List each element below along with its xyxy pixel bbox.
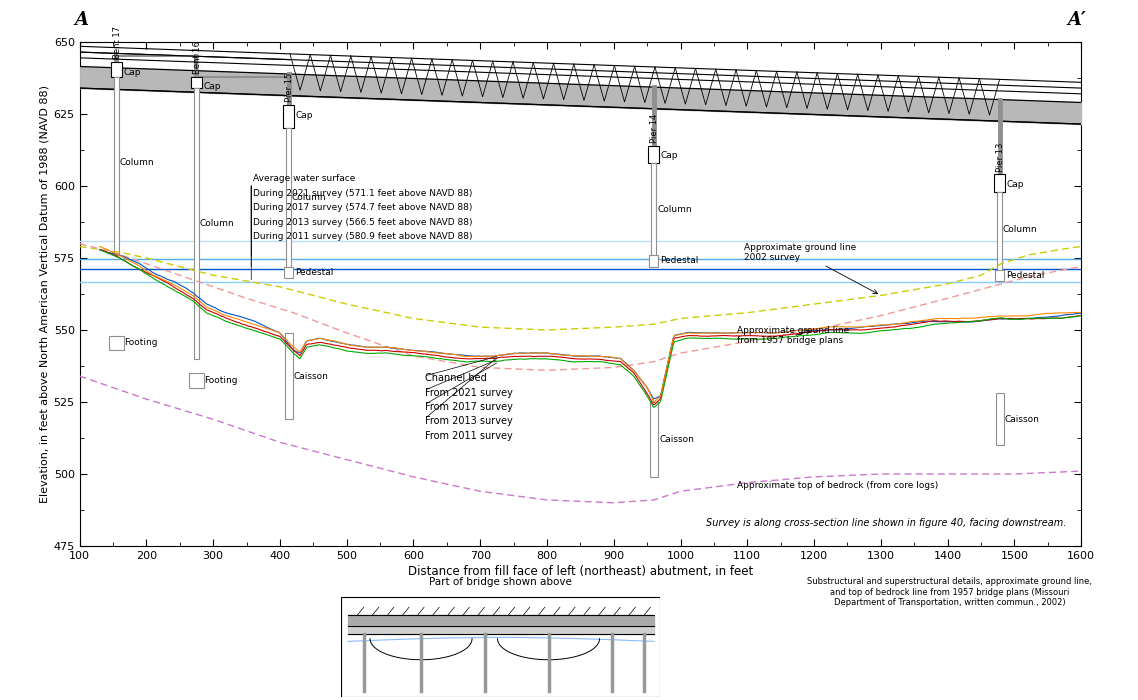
Bar: [995, 270, 1005, 281]
Text: Substructural and superstructural details, approximate ground line,
and top of b: Substructural and superstructural detail…: [808, 578, 1092, 608]
Text: A′: A′: [1067, 11, 1086, 29]
Text: Approximate ground line
2002 survey: Approximate ground line 2002 survey: [744, 242, 877, 294]
Text: Column: Column: [292, 193, 327, 202]
Text: Pedestal: Pedestal: [295, 268, 333, 277]
Text: Part of bridge shown above: Part of bridge shown above: [429, 577, 572, 587]
Text: Column: Column: [119, 158, 155, 167]
X-axis label: Distance from fill face of left (northeast) abutment, in feet: Distance from fill face of left (northea…: [407, 565, 753, 578]
Text: A: A: [75, 11, 89, 29]
Text: Footing: Footing: [124, 339, 158, 347]
Text: Cap: Cap: [660, 151, 678, 160]
Text: Cap: Cap: [204, 83, 221, 91]
Bar: [109, 336, 124, 350]
Bar: [189, 373, 204, 388]
Text: Footing: Footing: [205, 376, 238, 385]
Bar: [195, 88, 199, 359]
Bar: [284, 333, 292, 419]
Bar: [287, 128, 291, 267]
Bar: [651, 163, 657, 255]
Text: Column: Column: [657, 204, 692, 214]
Text: During 2013 survey (566.5 feet above NAVD 88): During 2013 survey (566.5 feet above NAV…: [254, 218, 472, 227]
Text: From 2011 survey: From 2011 survey: [426, 430, 513, 441]
Bar: [649, 255, 659, 267]
Bar: [284, 267, 294, 278]
Text: Survey is along cross-section line shown in figure 40, facing downstream.: Survey is along cross-section line shown…: [706, 518, 1066, 528]
Bar: [995, 174, 1005, 192]
Text: Pier 15: Pier 15: [284, 74, 294, 102]
Text: Pier 14: Pier 14: [650, 113, 659, 143]
Text: Column: Column: [200, 219, 234, 228]
Bar: [649, 146, 659, 163]
Text: Pier 13: Pier 13: [996, 142, 1005, 172]
Bar: [650, 402, 658, 477]
Text: During 2021 survey (571.1 feet above NAVD 88): During 2021 survey (571.1 feet above NAV…: [254, 189, 472, 198]
Text: From 2013 survey: From 2013 survey: [426, 416, 513, 426]
Text: Bent 16: Bent 16: [192, 41, 201, 74]
Text: Channel bed: Channel bed: [426, 373, 487, 383]
Text: Approximate ground line
from 1957 bridge plans: Approximate ground line from 1957 bridge…: [737, 326, 850, 346]
Text: Column: Column: [1003, 225, 1038, 234]
Bar: [283, 106, 294, 128]
Bar: [997, 192, 1001, 270]
Text: During 2017 survey (574.7 feet above NAVD 88): During 2017 survey (574.7 feet above NAV…: [254, 203, 472, 212]
Text: Cap: Cap: [295, 111, 313, 120]
Y-axis label: Elevation, in feet above North American Vertical Datum of 1988 (NAVD 88): Elevation, in feet above North American …: [40, 85, 49, 503]
Bar: [114, 76, 118, 255]
Text: Cap: Cap: [1006, 180, 1024, 189]
Bar: [996, 393, 1004, 445]
Text: Caisson: Caisson: [659, 435, 694, 444]
Text: From 2021 survey: From 2021 survey: [426, 388, 513, 398]
Bar: [112, 62, 122, 76]
Text: Caisson: Caisson: [1005, 415, 1040, 424]
Text: During 2011 survey (580.9 feet above NAVD 88): During 2011 survey (580.9 feet above NAV…: [254, 232, 472, 241]
Text: Bent 17: Bent 17: [113, 27, 122, 60]
Text: From 2017 survey: From 2017 survey: [426, 402, 513, 412]
Text: Pedestal: Pedestal: [1006, 271, 1044, 280]
Text: Caisson: Caisson: [294, 372, 329, 381]
Text: Approximate top of bedrock (from core logs): Approximate top of bedrock (from core lo…: [737, 481, 939, 490]
Bar: [191, 76, 201, 88]
Text: Average water surface: Average water surface: [254, 174, 355, 183]
Text: Pedestal: Pedestal: [660, 256, 699, 265]
Text: Cap: Cap: [123, 68, 141, 77]
